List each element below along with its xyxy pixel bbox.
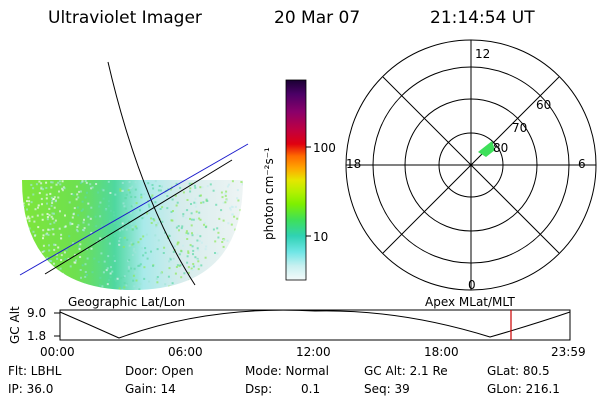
mlt-label-left: 18 <box>346 157 362 171</box>
color-bar <box>285 79 307 281</box>
lat-label-70: 70 <box>512 121 528 135</box>
altitude-tick-high: 9.0 <box>27 306 47 320</box>
gain-readout: Gain: 14 <box>125 382 176 396</box>
boundary-line <box>44 159 233 275</box>
time-tick-0: 00:00 <box>40 345 75 359</box>
sequence-readout: Seq: 39 <box>364 382 410 396</box>
lat-label-60: 60 <box>536 98 552 112</box>
door-readout: Door: Open <box>125 364 194 378</box>
dsp-value: 0.1 <box>301 382 321 396</box>
polar-plot <box>345 39 597 291</box>
time-readout: 21:14:54 UT <box>430 8 535 28</box>
altitude-tick-low: 1.8 <box>27 329 47 343</box>
time-tick-2: 12:00 <box>296 345 331 359</box>
date-readout: 20 Mar 07 <box>274 8 361 28</box>
lat-label-80: 80 <box>493 141 509 155</box>
altitude-plot <box>54 309 571 341</box>
auroral-patch <box>478 141 495 157</box>
ip-readout: IP: 36.0 <box>8 382 54 396</box>
colorbar-label-100: 100 <box>313 141 336 155</box>
mlt-label-right: 6 <box>578 157 586 171</box>
dsp-label: Dsp: <box>245 382 273 396</box>
colorbar-unit-label: photon cm⁻²s⁻¹ <box>262 147 276 240</box>
geographic-image-panel <box>19 61 249 290</box>
glat-readout: GLat: 80.5 <box>487 364 550 378</box>
geographic-panel-label: Geographic Lat/Lon <box>68 295 186 309</box>
mlt-label-bottom: 0 <box>468 278 476 292</box>
apex-panel-label: Apex MLat/MLT <box>425 295 515 309</box>
glon-readout: GLon: 216.1 <box>487 382 560 396</box>
time-tick-1: 06:00 <box>168 345 203 359</box>
mlt-label-top: 12 <box>475 47 491 61</box>
time-tick-4: 23:59 <box>551 345 586 359</box>
app-title: Ultraviolet Imager <box>48 8 202 28</box>
mode-readout: Mode: Normal <box>245 364 329 378</box>
orbit-track-line <box>19 143 249 276</box>
terminator-curve <box>107 61 196 286</box>
time-tick-3: 18:00 <box>424 345 459 359</box>
polar-diag-2 <box>382 76 560 254</box>
colorbar-label-10: 10 <box>313 230 329 244</box>
altitude-axis-label: GC Alt <box>8 306 22 344</box>
filter-readout: Flt: LBHL <box>8 364 62 378</box>
altitude-frame <box>59 309 571 341</box>
altitude-curve <box>59 309 571 339</box>
gc-altitude-readout: GC Alt: 2.1 Re <box>364 364 448 378</box>
